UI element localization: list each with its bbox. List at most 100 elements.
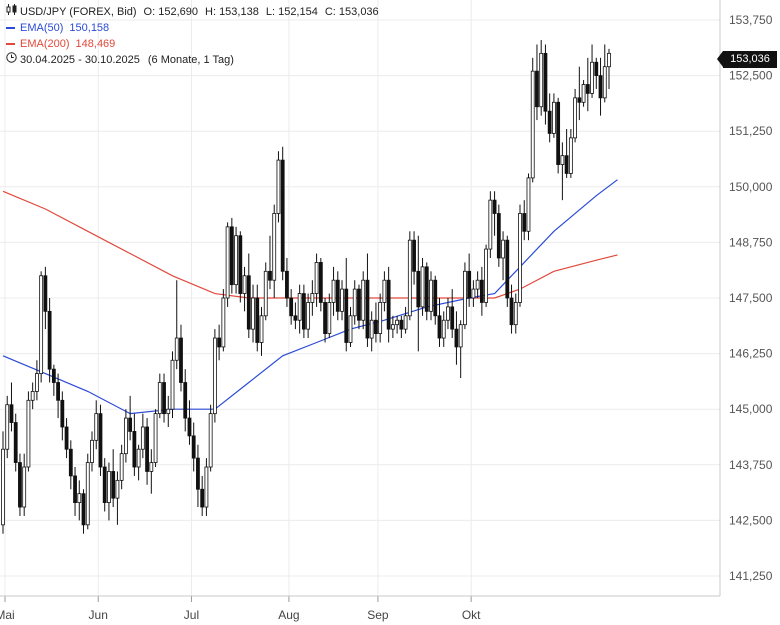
candle	[501, 231, 505, 281]
x-tick-label: Jun	[89, 608, 108, 622]
candle-body	[467, 270, 472, 299]
candle	[119, 444, 124, 490]
candle-body	[255, 297, 260, 343]
candle-body	[535, 70, 539, 108]
candle-body	[547, 110, 552, 134]
candle	[386, 266, 391, 343]
candle	[382, 271, 387, 312]
candle	[170, 351, 175, 419]
legend-row-ema200[interactable]: EMA(200) 148,469	[6, 36, 379, 52]
candle-body	[51, 368, 56, 383]
candle	[585, 57, 590, 112]
ema200-layer	[2, 190, 618, 299]
candle-body	[157, 382, 162, 415]
candle	[263, 262, 268, 321]
candle-body	[276, 159, 281, 214]
ema200-label: EMA(200)	[20, 38, 70, 50]
range-detail: (6 Monate, 1 Tag)	[147, 54, 234, 66]
y-tick-label: 145,000	[729, 402, 773, 416]
y-tick-label: 143,750	[729, 458, 773, 472]
candle-body	[149, 462, 154, 472]
candle	[420, 257, 425, 316]
candle-body	[407, 239, 412, 317]
candle	[395, 315, 400, 334]
candle	[509, 284, 514, 334]
candle-body	[607, 52, 611, 68]
candle	[348, 306, 353, 347]
candle-body	[251, 297, 255, 330]
candle	[479, 266, 484, 316]
y-tick-label: 146,250	[729, 347, 773, 361]
candle	[30, 382, 35, 410]
candle	[145, 418, 149, 485]
candle-body	[318, 262, 323, 303]
candle-body	[543, 52, 548, 112]
candle	[111, 449, 116, 508]
high-value: 153,138	[219, 6, 259, 18]
candle	[289, 289, 294, 325]
candle-body	[39, 275, 44, 375]
candle	[47, 298, 52, 383]
candle	[412, 231, 416, 285]
candle	[94, 400, 99, 450]
close-value: 153,036	[338, 6, 379, 18]
candle	[18, 453, 22, 516]
ema50-swatch	[6, 27, 15, 29]
candle-body	[234, 235, 238, 286]
candle-body	[68, 448, 73, 477]
price-axis-labels: 153,750 152,500 151,250 150,000 148,750 147,5…	[729, 13, 773, 583]
candle	[123, 409, 128, 463]
candle-body	[289, 297, 294, 317]
candle-body	[128, 417, 133, 432]
candle-body	[263, 270, 268, 317]
candle-body	[183, 382, 188, 419]
candle-body	[344, 288, 349, 343]
candle	[229, 217, 234, 294]
candle-body	[13, 422, 18, 463]
candle-body	[314, 262, 319, 294]
candle	[208, 404, 213, 472]
candle	[505, 235, 510, 307]
candle-body	[170, 359, 175, 410]
candle-body	[446, 306, 450, 321]
candle	[407, 231, 412, 321]
candle-body	[412, 239, 416, 272]
candle	[153, 409, 158, 468]
candle	[594, 57, 599, 89]
candle	[301, 284, 306, 339]
candle	[268, 235, 272, 290]
candle-body	[35, 373, 39, 392]
candle-body	[166, 408, 171, 415]
candle-body	[30, 391, 35, 401]
candle-body	[107, 471, 111, 503]
candle-body	[259, 315, 264, 343]
x-tick-label: Sep	[367, 608, 389, 622]
y-tick-label: 148,750	[729, 235, 773, 249]
candle-body	[420, 266, 425, 308]
candle-body	[369, 319, 374, 339]
y-tick-label: 141,250	[729, 569, 773, 583]
y-tick-label: 153,750	[729, 13, 773, 27]
candle	[399, 315, 404, 339]
candle-body	[111, 471, 116, 499]
candle	[446, 298, 450, 330]
candle-body	[293, 315, 298, 321]
candle	[221, 289, 226, 352]
candle-body	[552, 101, 556, 134]
candle-body	[526, 177, 531, 232]
candle	[297, 284, 302, 334]
candle-body	[556, 101, 561, 165]
candle-body	[153, 413, 158, 463]
legend-row-ema50[interactable]: EMA(50) 150,158	[6, 20, 379, 36]
candle-body	[73, 475, 77, 503]
candle	[251, 284, 255, 343]
candle-body	[488, 199, 493, 250]
candle-body	[229, 226, 234, 286]
candle	[259, 306, 264, 356]
candle-body	[272, 213, 277, 281]
candle	[56, 373, 60, 419]
candle-body	[225, 226, 230, 299]
candle-body	[56, 382, 60, 401]
candle-body	[212, 337, 217, 415]
